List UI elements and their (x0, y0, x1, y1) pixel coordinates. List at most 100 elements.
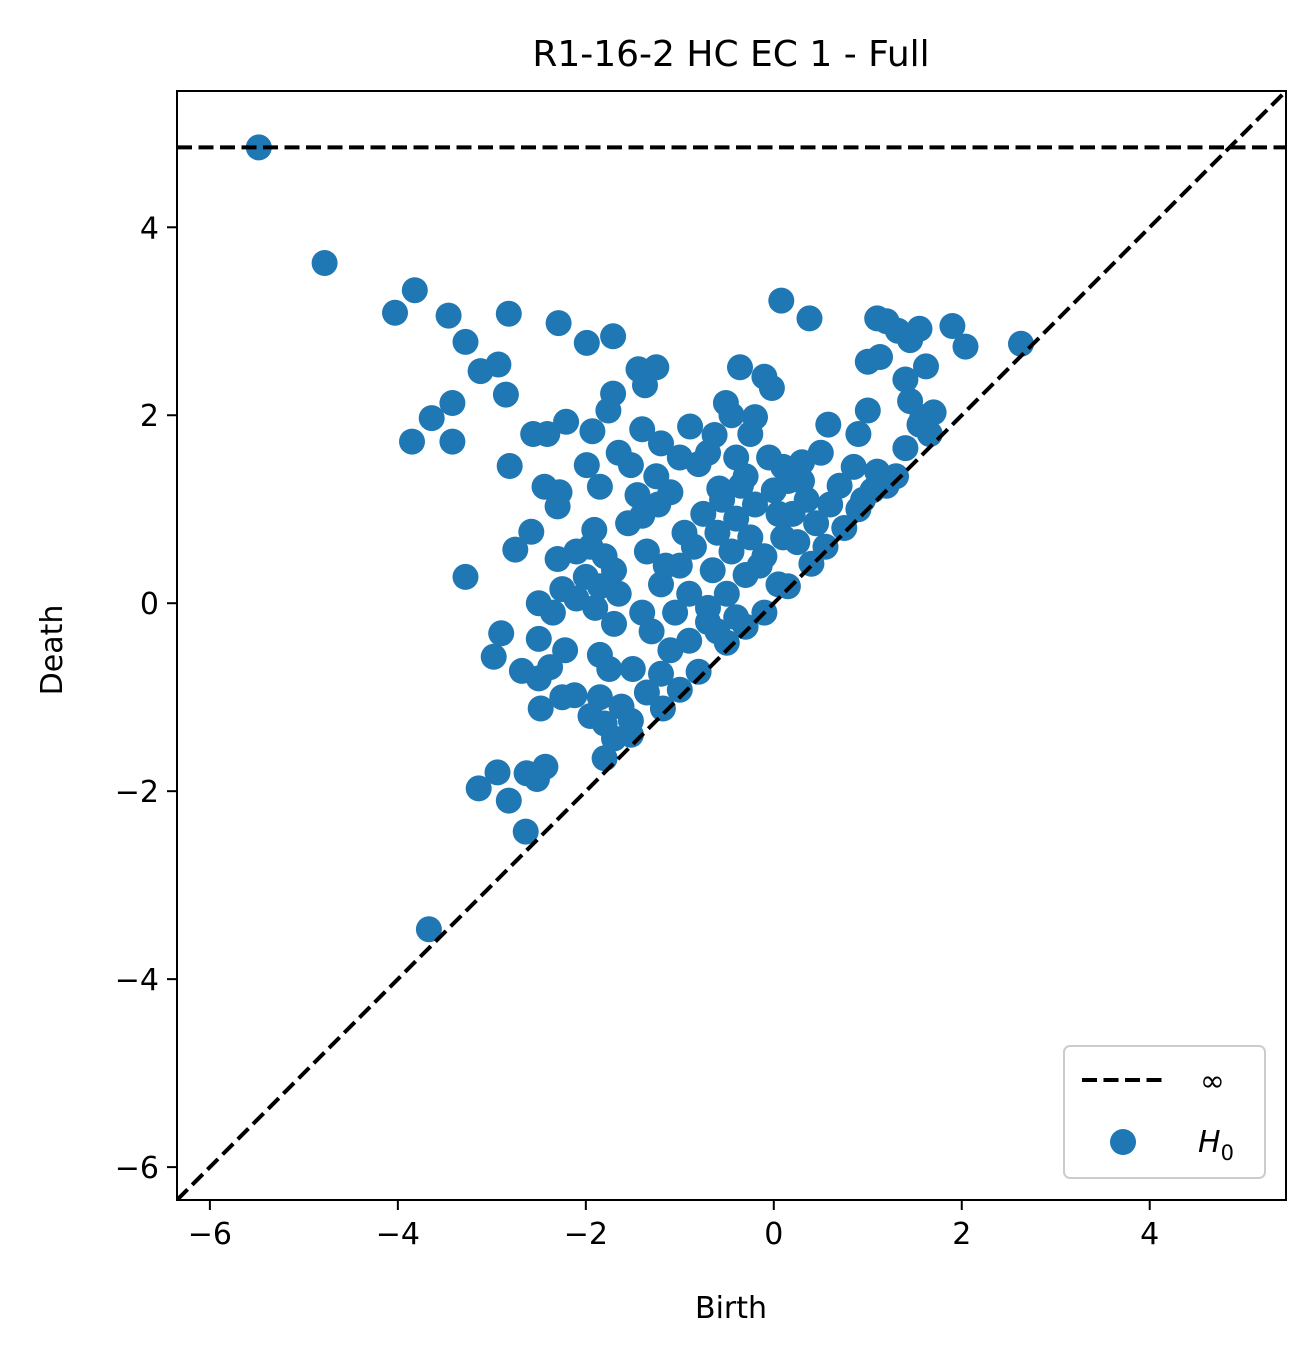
data-point (534, 421, 561, 447)
data-point (439, 390, 466, 416)
data-point (774, 468, 801, 494)
data-point (435, 302, 462, 329)
data-point (892, 366, 919, 393)
data-point (401, 277, 428, 304)
data-point (245, 134, 272, 161)
data-point (643, 463, 670, 490)
data-point (399, 428, 425, 455)
data-points (245, 134, 1034, 943)
legend: ∞ H0 (1063, 1045, 1266, 1179)
x-tick-label: −2 (564, 1217, 608, 1252)
data-point (765, 500, 792, 527)
data-point (311, 250, 338, 276)
data-point (629, 416, 656, 443)
diagonal-line (177, 91, 1286, 1200)
y-tick-label: 0 (140, 587, 159, 622)
data-point (596, 656, 623, 682)
x-axis-label: Birth (695, 1291, 767, 1326)
data-point (690, 500, 717, 527)
data-point (600, 323, 627, 350)
data-point (573, 452, 600, 479)
data-point (586, 473, 613, 500)
data-point (789, 449, 815, 476)
data-point (512, 818, 539, 845)
data-point (765, 571, 792, 598)
data-point (784, 529, 811, 556)
data-point (699, 557, 726, 584)
data-point (544, 493, 571, 520)
data-point (582, 594, 609, 621)
legend-h0-subscript: 0 (1221, 1141, 1234, 1165)
data-point (737, 524, 764, 551)
data-point (439, 428, 466, 455)
data-point (892, 435, 919, 462)
y-axis-ticks: −6 −4 −2 0 2 4 (115, 211, 177, 1186)
y-tick-label: −6 (115, 1151, 159, 1186)
y-tick-label: −4 (115, 963, 159, 998)
data-point (539, 599, 566, 626)
data-point (617, 452, 644, 479)
data-point (652, 552, 679, 579)
data-point (633, 679, 660, 706)
data-point (382, 299, 408, 326)
data-point (496, 453, 523, 479)
data-point (768, 287, 795, 314)
y-axis-label: Death (35, 605, 70, 696)
data-point (662, 599, 689, 626)
data-point (532, 753, 559, 780)
data-point (666, 676, 693, 703)
data-point (579, 418, 606, 445)
data-point (817, 491, 844, 518)
data-point (488, 620, 515, 647)
data-point (718, 402, 745, 429)
data-point (704, 519, 731, 546)
data-point (756, 444, 783, 471)
data-point (854, 397, 881, 424)
data-point (492, 381, 519, 408)
data-point (638, 618, 665, 645)
data-point (1008, 330, 1034, 357)
data-point (648, 430, 674, 457)
data-point (796, 305, 823, 332)
data-point (553, 408, 580, 435)
data-point (418, 405, 445, 432)
data-point (452, 563, 479, 590)
data-point (632, 372, 658, 399)
data-point (812, 533, 839, 560)
data-point (648, 660, 674, 687)
data-point (727, 472, 754, 499)
data-point (633, 538, 660, 565)
data-point (727, 354, 753, 381)
data-point (906, 315, 933, 342)
data-point (677, 413, 704, 440)
data-point (545, 310, 572, 337)
data-point (624, 482, 651, 509)
data-point (485, 351, 512, 378)
data-point (867, 344, 893, 370)
x-tick-label: 0 (764, 1217, 783, 1252)
y-tick-label: −2 (115, 775, 159, 810)
data-point (649, 695, 676, 722)
reference-lines (177, 91, 1286, 1200)
data-point (831, 515, 858, 541)
data-point (742, 491, 768, 518)
data-point (452, 328, 479, 355)
data-point (573, 329, 600, 356)
x-tick-label: 4 (1140, 1217, 1159, 1252)
data-point (561, 682, 588, 709)
data-point (525, 625, 552, 652)
data-point (537, 654, 564, 681)
data-point (615, 510, 642, 537)
data-point (518, 518, 545, 545)
data-point (666, 444, 693, 471)
data-point (619, 656, 646, 682)
data-point (415, 916, 442, 943)
data-point (605, 580, 632, 607)
data-point (465, 775, 492, 802)
x-axis-ticks: −6 −4 −2 0 2 4 (188, 1200, 1159, 1252)
data-point (495, 300, 522, 327)
data-point (709, 486, 736, 513)
data-point (952, 333, 979, 360)
data-point (913, 353, 939, 380)
plot-frame (176, 90, 1287, 1201)
